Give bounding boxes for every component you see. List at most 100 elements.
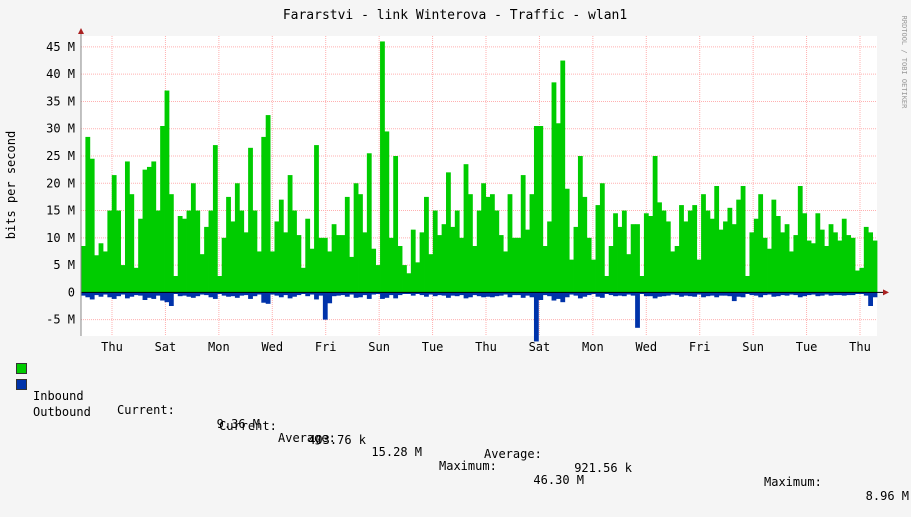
outbound-bar [696, 292, 702, 295]
chart-title: Fararstvi - link Winterova - Traffic - w… [283, 8, 627, 23]
inbound-bar [868, 232, 873, 293]
outbound-bar [344, 292, 350, 297]
inbound-bar [371, 248, 377, 293]
inbound-bar [850, 237, 856, 293]
outbound-bar [718, 292, 724, 296]
outbound-bar [797, 292, 803, 298]
outbound-bar [393, 292, 399, 299]
inbound-bar [230, 221, 236, 293]
inbound-bar [283, 232, 289, 293]
inbound-bar [564, 188, 570, 293]
inbound-bar [705, 210, 711, 293]
outbound-bar [824, 292, 830, 295]
outbound-bar [155, 292, 161, 296]
inbound-bar [837, 240, 843, 293]
x-tick-label: Fri [689, 340, 711, 354]
outbound-bar [582, 292, 588, 297]
inbound-bar [670, 251, 676, 293]
inbound-bar [278, 199, 284, 293]
inbound-bar [129, 194, 135, 293]
inbound-bar [459, 237, 465, 293]
inbound-bar [410, 229, 416, 293]
outbound-bar [758, 292, 764, 298]
y-tick-label: 45 M [46, 40, 75, 54]
outbound-bar [573, 292, 579, 296]
inbound-bar [366, 153, 372, 293]
outbound-bar [626, 292, 632, 295]
legend-outbound: Outbound Current: 403.76 k Average: 921.… [16, 377, 909, 503]
x-tick-label: Tue [796, 340, 818, 354]
outbound-bar [661, 292, 667, 297]
outbound-bar [630, 292, 636, 296]
inbound-bar [503, 251, 508, 293]
outbound-bar [489, 292, 495, 298]
inbound-bar [608, 246, 614, 293]
inbound-bar [340, 235, 346, 293]
outbound-bar [802, 292, 808, 297]
outbound-current-label: Current: [219, 419, 277, 433]
outbound-bar [305, 292, 311, 297]
inbound-bar [806, 240, 812, 293]
outbound-bar [762, 292, 768, 296]
outbound-bar [577, 292, 583, 299]
inbound-bar [336, 235, 341, 293]
outbound-bar [727, 292, 733, 297]
outbound-bar [569, 292, 574, 295]
inbound-bar [287, 175, 293, 293]
inbound-bar [749, 232, 755, 293]
x-tick-label: Thu [849, 340, 871, 354]
outbound-bar [591, 292, 596, 294]
outbound-bar [226, 292, 231, 297]
y-tick-label: 5 M [53, 258, 75, 272]
inbound-bar [344, 196, 350, 293]
outbound-bar [599, 292, 605, 298]
outbound-bar [146, 292, 152, 298]
inbound-bar [327, 251, 333, 293]
y-axis-arrow [78, 28, 84, 34]
outbound-bar [186, 292, 192, 297]
inbound-bar [709, 218, 715, 293]
inbound-bar [859, 267, 865, 293]
outbound-bar [419, 292, 425, 296]
outbound-bar [789, 292, 794, 295]
outbound-bar [643, 292, 649, 297]
inbound-bar [542, 246, 548, 293]
inbound-bar [402, 265, 407, 293]
inbound-bar [155, 210, 161, 293]
outbound-bar [547, 292, 552, 297]
inbound-bar [204, 226, 209, 293]
outbound-bar [674, 292, 680, 296]
inbound-bar [819, 229, 825, 293]
inbound-bar [481, 183, 486, 293]
outbound-bar [283, 292, 289, 296]
inbound-bar [331, 224, 337, 293]
outbound-bar [177, 292, 183, 297]
x-tick-label: Wed [261, 340, 283, 354]
outbound-bar [551, 292, 557, 301]
outbound-bar [217, 292, 223, 294]
outbound-bar [248, 292, 253, 299]
outbound-bar [740, 292, 746, 298]
outbound-maximum-value: 8.96 M [865, 489, 909, 503]
outbound-bar [560, 292, 566, 303]
outbound-bar [450, 292, 456, 296]
inbound-bar [758, 194, 764, 293]
inbound-bar [168, 194, 174, 293]
inbound-bar [789, 251, 794, 293]
outbound-bar [424, 292, 429, 297]
y-tick-label: 35 M [46, 94, 75, 108]
outbound-bar [459, 292, 465, 296]
inbound-bar [446, 172, 451, 293]
inbound-bar [714, 186, 720, 293]
inbound-current-label: Current: [117, 403, 175, 417]
outbound-bar [322, 292, 328, 320]
y-tick-label: 15 M [46, 204, 75, 218]
inbound-bar [107, 210, 113, 293]
outbound-bar [472, 292, 478, 296]
outbound-bar [89, 292, 95, 300]
x-tick-label: Sun [368, 340, 390, 354]
inbound-bar [186, 210, 192, 293]
outbound-bar [204, 292, 209, 296]
inbound-bar [494, 210, 500, 293]
inbound-maximum-label: Maximum: [439, 459, 497, 473]
